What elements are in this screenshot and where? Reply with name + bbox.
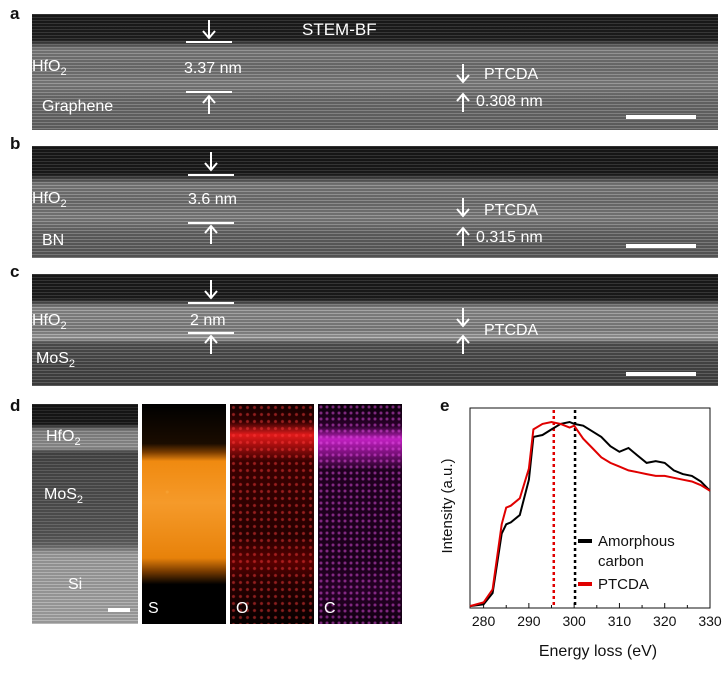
y-axis-label: Intensity (a.u.) [439, 458, 456, 553]
ptcda-label: PTCDA [484, 202, 539, 219]
x-axis-label: Energy loss (eV) [539, 643, 657, 660]
panel-c-label: c [10, 262, 20, 281]
hfo2-label: HfO2 [32, 312, 67, 333]
thickness-top-line [186, 41, 232, 43]
up-arrow-icon [456, 92, 470, 112]
ptcda-label: PTCDA [484, 66, 539, 83]
down-arrow-icon [456, 198, 470, 218]
down-arrow-icon [456, 308, 470, 328]
stem-bf-title: STEM-BF [302, 20, 377, 39]
scale-bar [108, 608, 130, 612]
down-arrow-icon [202, 20, 216, 40]
spacing-label: 0.315 nm [476, 229, 543, 246]
plot-frame [469, 407, 711, 609]
x-tick-label: 290 [517, 613, 541, 629]
thickness-label: 2 nm [190, 312, 226, 329]
hfo2-label: HfO2 [32, 58, 67, 79]
legend-label-amorphous-carbon-2: carbon [598, 553, 644, 570]
legend-label-amorphous-carbon: Amorphous [598, 533, 675, 550]
series-line-amorphous-carbon [469, 420, 711, 608]
bn-label: BN [42, 232, 65, 249]
mos2-label: MoS2 [44, 486, 84, 507]
down-arrow-icon [204, 152, 218, 172]
eels-spectrum-chart: 280 290 300 310 320 330 Intensity (a.u.) Ener… [439, 407, 722, 660]
legend-label-ptcda: PTCDA [598, 576, 649, 593]
carbon-map: C [318, 404, 402, 624]
map-label-s: S [148, 600, 159, 617]
thickness-bottom-line [188, 332, 234, 334]
x-tick-label: 320 [653, 613, 677, 629]
haadf-image: HfO2 MoS2 Si [32, 404, 138, 624]
mos2-label: MoS2 [36, 350, 76, 371]
up-arrow-icon [456, 226, 470, 246]
down-arrow-icon [456, 64, 470, 84]
thickness-top-line [188, 302, 234, 304]
hfo2-label: HfO2 [32, 190, 67, 211]
x-tick-label: 330 [698, 613, 722, 629]
thickness-label: 3.6 nm [188, 191, 237, 208]
hfo2-label: HfO2 [46, 428, 81, 449]
scale-bar [626, 372, 696, 376]
graphene-label: Graphene [42, 98, 114, 115]
x-tick-label: 280 [472, 613, 496, 629]
thickness-bottom-line [186, 91, 232, 93]
spacing-label: 0.308 nm [476, 93, 543, 110]
stem-image-panel-c: HfO2 MoS2 2 nm PTCDA [32, 274, 718, 386]
ptcda-label: PTCDA [484, 322, 539, 339]
up-arrow-icon [204, 224, 218, 244]
up-arrow-icon [202, 94, 216, 114]
scale-bar [626, 244, 696, 248]
plot-area: 280 290 300 310 320 330 [469, 407, 722, 629]
down-arrow-icon [204, 280, 218, 300]
sulfur-map: S [142, 404, 226, 624]
legend: Amorphous carbon PTCDA [578, 533, 675, 593]
panel-b-label: b [10, 134, 21, 153]
panel-d-label: d [10, 396, 21, 415]
x-tick-label: 300 [562, 613, 586, 629]
scale-bar [626, 115, 696, 119]
panel-e-label: e [440, 396, 450, 415]
oxygen-map: O [230, 404, 314, 624]
thickness-top-line [188, 174, 234, 176]
panel-a-label: a [10, 4, 20, 23]
thickness-label: 3.37 nm [184, 60, 242, 77]
up-arrow-icon [204, 334, 218, 354]
x-tick-label: 310 [608, 613, 632, 629]
si-label: Si [68, 576, 83, 593]
stem-image-panel-a: STEM-BF HfO2 Graphene 3.37 nm PTCDA 0.30… [32, 14, 718, 130]
up-arrow-icon [456, 334, 470, 354]
thickness-bottom-line [188, 222, 234, 224]
series-line-ptcda [469, 420, 711, 608]
map-label-c: C [324, 600, 336, 617]
map-label-o: O [236, 600, 249, 617]
stem-image-panel-b: HfO2 BN 3.6 nm PTCDA 0.315 nm [32, 146, 718, 258]
